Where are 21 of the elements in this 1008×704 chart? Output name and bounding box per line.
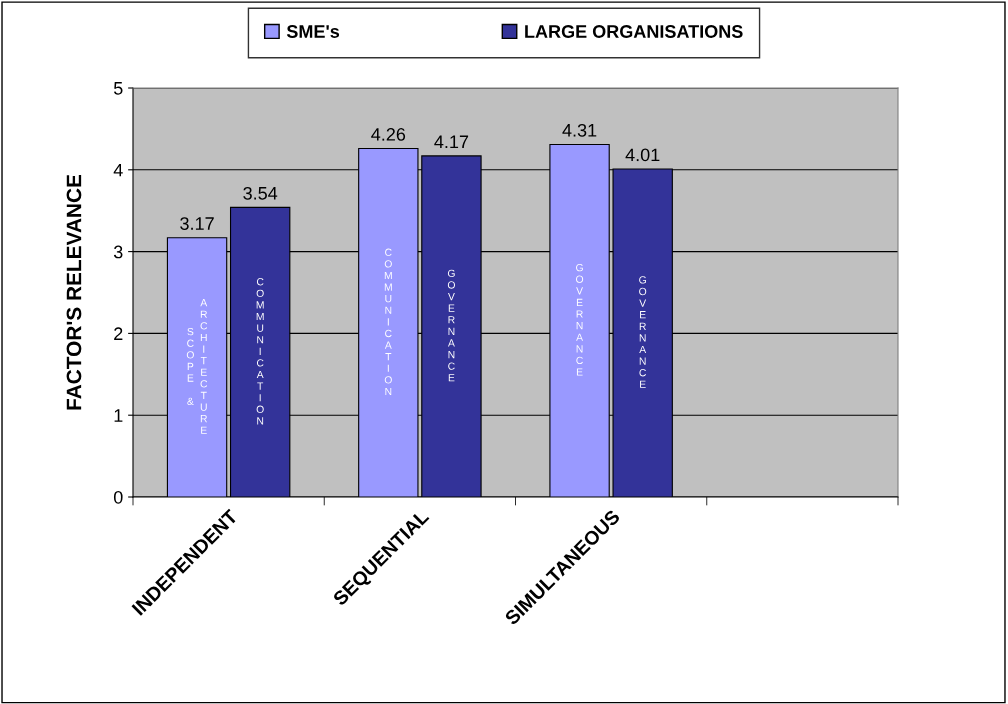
data-label: 4.31 <box>562 123 597 137</box>
text: GOVERNANCE <box>576 263 584 376</box>
data-label: 3.17 <box>180 217 214 230</box>
y-axis-title: FACTOR'S RELEVANCE <box>66 174 82 410</box>
y-tick-label: 3 <box>113 245 123 259</box>
text: GOVERNANCE <box>447 269 455 382</box>
text: GOVERNANCE <box>639 276 647 388</box>
text: COMMUNICATION <box>384 248 392 396</box>
data-label: 4.17 <box>434 135 469 148</box>
text: COMMUNICATION <box>256 278 264 425</box>
y-tick-label: 1 <box>114 409 123 422</box>
y-tick-label: 2 <box>114 327 123 340</box>
y-tick-label: 0 <box>113 490 123 504</box>
legend-label: LARGE ORGANISATIONS <box>525 25 743 38</box>
legend-label: SME's <box>286 25 340 38</box>
data-label: 3.54 <box>243 186 278 200</box>
y-tick-label: 5 <box>113 82 123 95</box>
data-label: 4.26 <box>371 128 406 141</box>
text: SCOPE & ARCHITECTURE <box>186 299 208 434</box>
y-tick-label: 4 <box>113 163 123 177</box>
data-label: 4.01 <box>625 148 660 162</box>
